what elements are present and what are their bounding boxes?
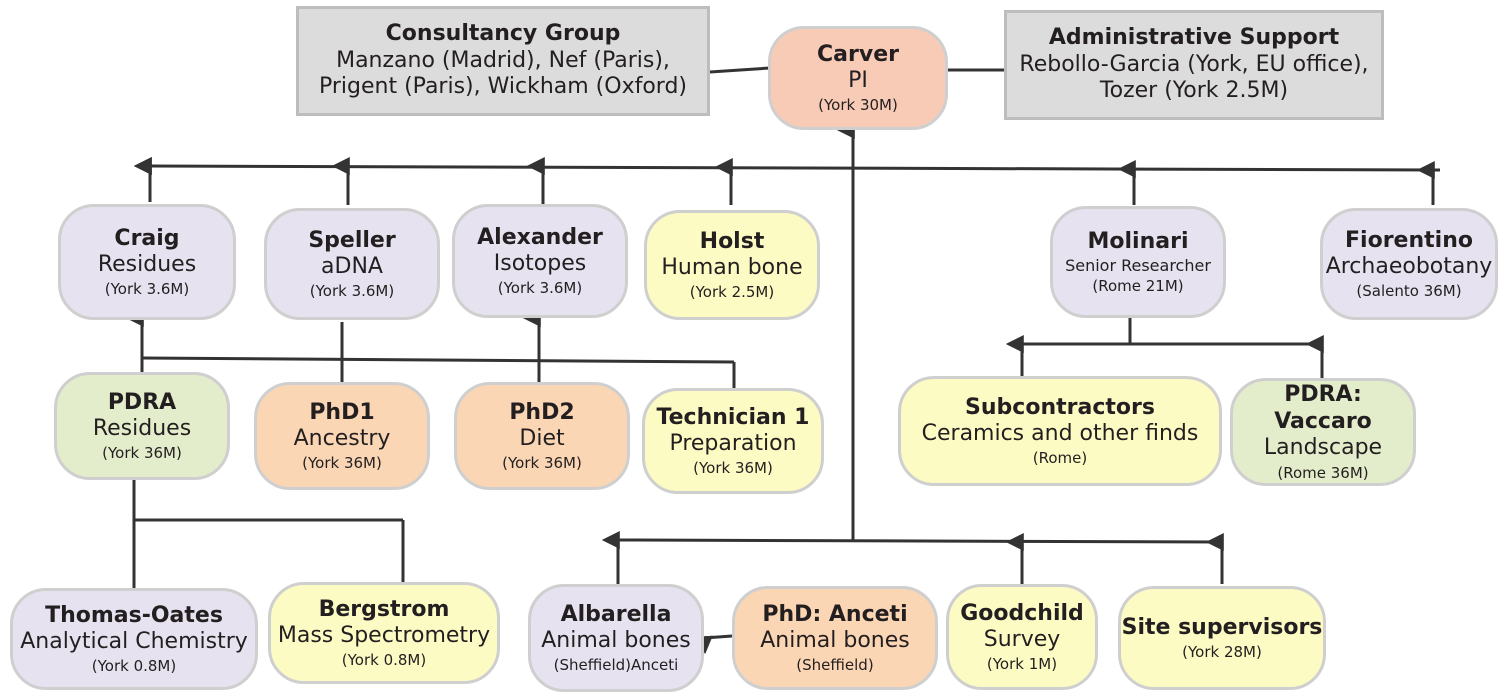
pdra-vaccaro-box: PDRA: Vaccaro Landscape (Rome 36M) (1230, 378, 1416, 486)
admin-line2: Tozer (York 2.5M) (1099, 78, 1289, 104)
craig-loc: (York 3.6M) (104, 280, 190, 299)
consultancy-line1: Manzano (Madrid), Nef (Paris), (336, 47, 670, 73)
vaccaro-role: Landscape (1263, 435, 1383, 461)
holst-role: Human bone (661, 255, 803, 280)
anceti-loc: (Sheffield) (796, 656, 874, 675)
phd2-name: PhD2 (509, 399, 575, 425)
goodchild-loc: (York 1M) (986, 655, 1058, 674)
link-tier2-bus (141, 356, 735, 364)
thomas-role: Analytical Chemistry (20, 629, 248, 654)
albarella-box: Albarella Animal bones (Sheffield)Anceti (528, 584, 704, 692)
bergstrom-role: Mass Spectrometry (277, 623, 491, 648)
technician1-box: Technician 1 Preparation (York 36M) (642, 388, 824, 494)
subcontractors-loc: (Rome) (1032, 449, 1088, 468)
tech1-name: Technician 1 (656, 404, 810, 430)
holst-name: Holst (699, 228, 765, 254)
phd-anceti-box: PhD: Anceti Animal bones (Sheffield) (732, 586, 938, 690)
speller-loc: (York 3.6M) (309, 282, 395, 301)
goodchild-role: Survey (983, 627, 1061, 652)
phd1-box: PhD1 Ancestry (York 36M) (254, 382, 430, 490)
vaccaro-name: PDRA: Vaccaro (1274, 382, 1372, 434)
craig-name: Craig (114, 225, 180, 251)
pdra-residues-box: PDRA Residues (York 36M) (54, 372, 230, 480)
fiorentino-loc: (Salento 36M) (1356, 282, 1462, 301)
tech1-loc: (York 36M) (693, 459, 773, 478)
pi-carver-box: Carver PI (York 30M) (768, 26, 948, 130)
subcontractors-role: Ceramics and other finds (921, 421, 1199, 446)
molinari-name: Molinari (1087, 229, 1189, 255)
pdra-loc: (York 36M) (102, 444, 182, 463)
bergstrom-box: Bergstrom Mass Spectrometry (York 0.8M) (268, 582, 500, 684)
phd1-name: PhD1 (309, 399, 375, 425)
goodchild-name: Goodchild (960, 600, 1084, 626)
anceti-name: PhD: Anceti (762, 601, 908, 627)
admin-title: Administrative Support (1048, 25, 1340, 51)
pi-loc: (York 30M) (818, 96, 898, 115)
holst-loc: (York 2.5M) (689, 283, 775, 302)
subcontractors-box: Subcontractors Ceramics and other finds … (898, 376, 1222, 486)
craig-box: Craig Residues (York 3.6M) (58, 204, 236, 320)
tech1-role: Preparation (669, 431, 797, 456)
phd2-role: Diet (519, 426, 565, 451)
thomas-oates-box: Thomas-Oates Analytical Chemistry (York … (10, 588, 258, 690)
phd1-loc: (York 36M) (302, 454, 382, 473)
albarella-loc: (Sheffield)Anceti (553, 656, 679, 675)
admin-line1: Rebollo-Garcia (York, EU office), (1019, 51, 1369, 77)
site-supervisors-box: Site supervisors (York 28M) (1118, 586, 1326, 690)
consultancy-group-box: Consultancy Group Manzano (Madrid), Nef … (296, 6, 710, 116)
fiorentino-box: Fiorentino Archaeobotany (Salento 36M) (1320, 208, 1498, 320)
holst-box: Holst Human bone (York 2.5M) (644, 210, 820, 320)
alexander-box: Alexander Isotopes (York 3.6M) (452, 204, 628, 318)
alexander-name: Alexander (477, 224, 603, 250)
pdra-role: Residues (92, 416, 192, 441)
phd2-loc: (York 36M) (502, 454, 582, 473)
molinari-loc: (Rome 21M) (1092, 276, 1184, 295)
site-name: Site supervisors (1121, 614, 1323, 640)
albarella-role: Animal bones (541, 628, 691, 653)
pi-name: Carver (817, 41, 899, 67)
pdra-name: PDRA (107, 389, 177, 415)
speller-role: aDNA (321, 254, 383, 279)
thomas-name: Thomas-Oates (45, 602, 223, 628)
admin-support-box: Administrative Support Rebollo-Garcia (Y… (1004, 10, 1384, 120)
fiorentino-role: Archaeobotany (1325, 254, 1493, 279)
phd1-role: Ancestry (293, 426, 391, 451)
alexander-role: Isotopes (493, 251, 587, 276)
craig-role: Residues (97, 252, 197, 277)
molinari-box: Molinari Senior Researcher (Rome 21M) (1050, 206, 1226, 318)
albarella-name: Albarella (560, 601, 672, 627)
alexander-loc: (York 3.6M) (497, 279, 583, 298)
link-main-bus (149, 164, 1441, 172)
vaccaro-loc: (Rome 36M) (1277, 463, 1369, 482)
consultancy-line2: Prigent (Paris), Wickham (Oxford) (318, 74, 688, 100)
anceti-role: Animal bones (760, 628, 910, 653)
link-anceti-albarella (694, 634, 733, 655)
pi-role: PI (848, 68, 868, 93)
phd2-box: PhD2 Diet (York 36M) (454, 382, 630, 490)
speller-name: Speller (308, 227, 396, 253)
speller-box: Speller aDNA (York 3.6M) (264, 208, 440, 320)
thomas-loc: (York 0.8M) (91, 657, 177, 676)
subcontractors-name: Subcontractors (965, 394, 1155, 420)
bergstrom-name: Bergstrom (318, 596, 450, 622)
link-bottom-bus (617, 538, 1223, 544)
consultancy-title: Consultancy Group (385, 21, 621, 47)
molinari-role: Senior Researcher (1065, 255, 1211, 275)
link-consultancy-pi (709, 66, 771, 74)
goodchild-box: Goodchild Survey (York 1M) (946, 584, 1098, 690)
site-loc: (York 28M) (1182, 643, 1262, 662)
fiorentino-name: Fiorentino (1345, 227, 1473, 253)
bergstrom-loc: (York 0.8M) (341, 651, 427, 670)
